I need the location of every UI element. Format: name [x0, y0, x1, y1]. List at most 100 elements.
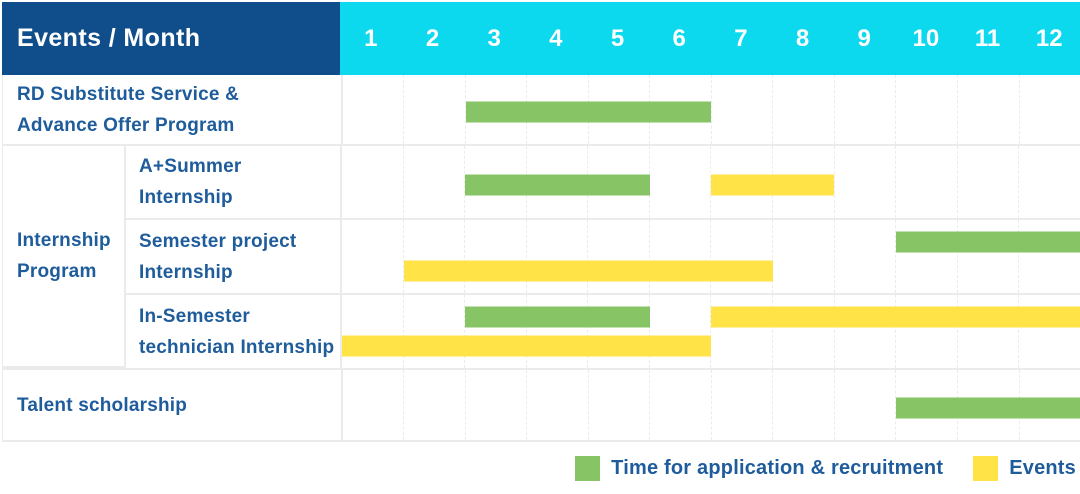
label-line: Internship	[139, 187, 233, 208]
legend-item-events: Events	[973, 456, 1076, 481]
legend-label-recruitment: Time for application & recruitment	[611, 457, 944, 479]
month-gridlines	[342, 220, 1080, 293]
chart-cell-talent-scholarship	[340, 370, 1080, 440]
month-gridlines	[343, 75, 1080, 144]
label-line: Talent scholarship	[17, 394, 188, 416]
month-gridline	[525, 220, 588, 293]
month-gridline	[710, 146, 772, 218]
bar-events	[342, 335, 711, 357]
month-gridline	[895, 146, 957, 218]
bar-recruitment	[465, 306, 650, 328]
month-gridline	[710, 370, 773, 440]
month-gridline	[710, 75, 773, 144]
month-header-cells: 1 2 3 4 5 6 7 8 9 10 11 12	[340, 2, 1080, 75]
month-gridline	[464, 146, 526, 218]
month-gridline	[833, 220, 896, 293]
month-gridline	[402, 295, 465, 368]
month-label: 3	[487, 24, 501, 52]
bar-events	[403, 260, 773, 282]
month-gridline	[772, 370, 834, 440]
bar-recruitment	[895, 397, 1080, 419]
month-gridline	[526, 370, 588, 440]
month-gridline	[587, 370, 650, 440]
events-month-header-cell: Events / Month	[2, 2, 340, 75]
label-line: Semester project	[139, 230, 297, 252]
month-gridline	[772, 75, 834, 144]
month-gridline	[895, 75, 957, 144]
table-header-row: Events / Month 1 2 3 4 5 6 7 8 9 10 11 12	[2, 2, 1080, 75]
table-body: RD Substitute Service & Advance Offer Pr…	[2, 75, 1080, 442]
schedule-table: Events / Month 1 2 3 4 5 6 7 8 9 10 11 12 RD Substi…	[2, 2, 1080, 442]
month-gridline	[1018, 220, 1080, 293]
label-line: A+Summer	[139, 156, 242, 177]
label-line: Internship	[139, 261, 233, 283]
label-line: Program	[17, 261, 97, 282]
month-gridline	[464, 220, 526, 293]
label-line: RD Substitute Service &	[17, 83, 240, 105]
month-label: 10	[912, 24, 940, 52]
legend-label-events: Events	[1009, 457, 1076, 479]
table-row-talent-scholarship: Talent scholarship	[3, 368, 1080, 442]
chart-cell-rd-substitute	[340, 75, 1080, 144]
month-label: 6	[672, 24, 686, 52]
label-line: technician Internship	[139, 336, 335, 358]
month-gridline	[956, 220, 1019, 293]
month-label: 5	[610, 24, 625, 52]
chart-cell-a-summer	[340, 146, 1080, 218]
month-gridline	[895, 295, 957, 368]
month-gridline	[648, 295, 711, 368]
month-label: 12	[1035, 24, 1063, 52]
chart-cell-in-semester	[340, 295, 1080, 368]
bar-recruitment	[895, 231, 1080, 253]
month-gridline	[648, 146, 711, 218]
month-gridline	[587, 295, 649, 368]
month-gridline	[343, 370, 404, 440]
table-row-a-summer: A+Summer Internship	[126, 146, 1080, 220]
chart-cell-semester-project	[340, 220, 1080, 293]
row-label-in-semester: In-Semester technician Internship	[126, 295, 340, 368]
bar-events	[711, 306, 1080, 328]
month-gridline	[464, 295, 526, 368]
table-row-rd-substitute: RD Substitute Service & Advance Offer Pr…	[3, 75, 1080, 146]
month-gridline	[587, 220, 649, 293]
month-gridline	[648, 220, 711, 293]
month-gridline	[833, 146, 896, 218]
month-gridline	[833, 295, 896, 368]
month-label: 4	[549, 24, 563, 52]
table-row-semester-project: Semester project Internship	[126, 220, 1080, 295]
month-label: 11	[974, 24, 1001, 52]
row-label-internship-program: Internship Program	[3, 146, 124, 368]
month-gridline	[464, 370, 527, 440]
row-label-talent-scholarship: Talent scholarship	[3, 370, 341, 440]
internship-program-group: Internship Program A+Summer Internship S…	[3, 146, 1080, 368]
month-gridline	[464, 75, 527, 144]
legend-item-recruitment: Time for application & recruitment	[575, 456, 943, 481]
events-color-swatch	[973, 456, 999, 481]
month-gridline	[402, 220, 465, 293]
bar-events	[711, 174, 834, 196]
month-gridline	[833, 75, 896, 144]
recruitment-color-swatch	[575, 456, 601, 481]
month-gridline	[649, 370, 711, 440]
month-gridline	[772, 220, 834, 293]
events-month-label: Events / Month	[17, 24, 201, 52]
month-gridline	[1018, 295, 1080, 368]
row-label-a-summer: A+Summer Internship	[126, 146, 340, 218]
month-gridline	[956, 146, 1019, 218]
month-label: 8	[795, 24, 810, 52]
month-gridline	[956, 295, 1019, 368]
legend: Time for application & recruitment Event…	[575, 456, 1076, 481]
label-line: Advance Offer Program	[17, 114, 235, 136]
month-label: 2	[425, 24, 440, 52]
label-line: Internship	[17, 230, 111, 251]
label-line: In-Semester	[139, 305, 250, 327]
month-gridline	[403, 370, 465, 440]
month-gridline	[342, 146, 403, 218]
month-label: 9	[857, 24, 871, 52]
month-gridline	[525, 295, 588, 368]
month-gridline	[402, 146, 465, 218]
row-label-semester-project: Semester project Internship	[126, 220, 340, 293]
month-gridline	[1018, 75, 1080, 144]
month-gridline	[957, 75, 1019, 144]
